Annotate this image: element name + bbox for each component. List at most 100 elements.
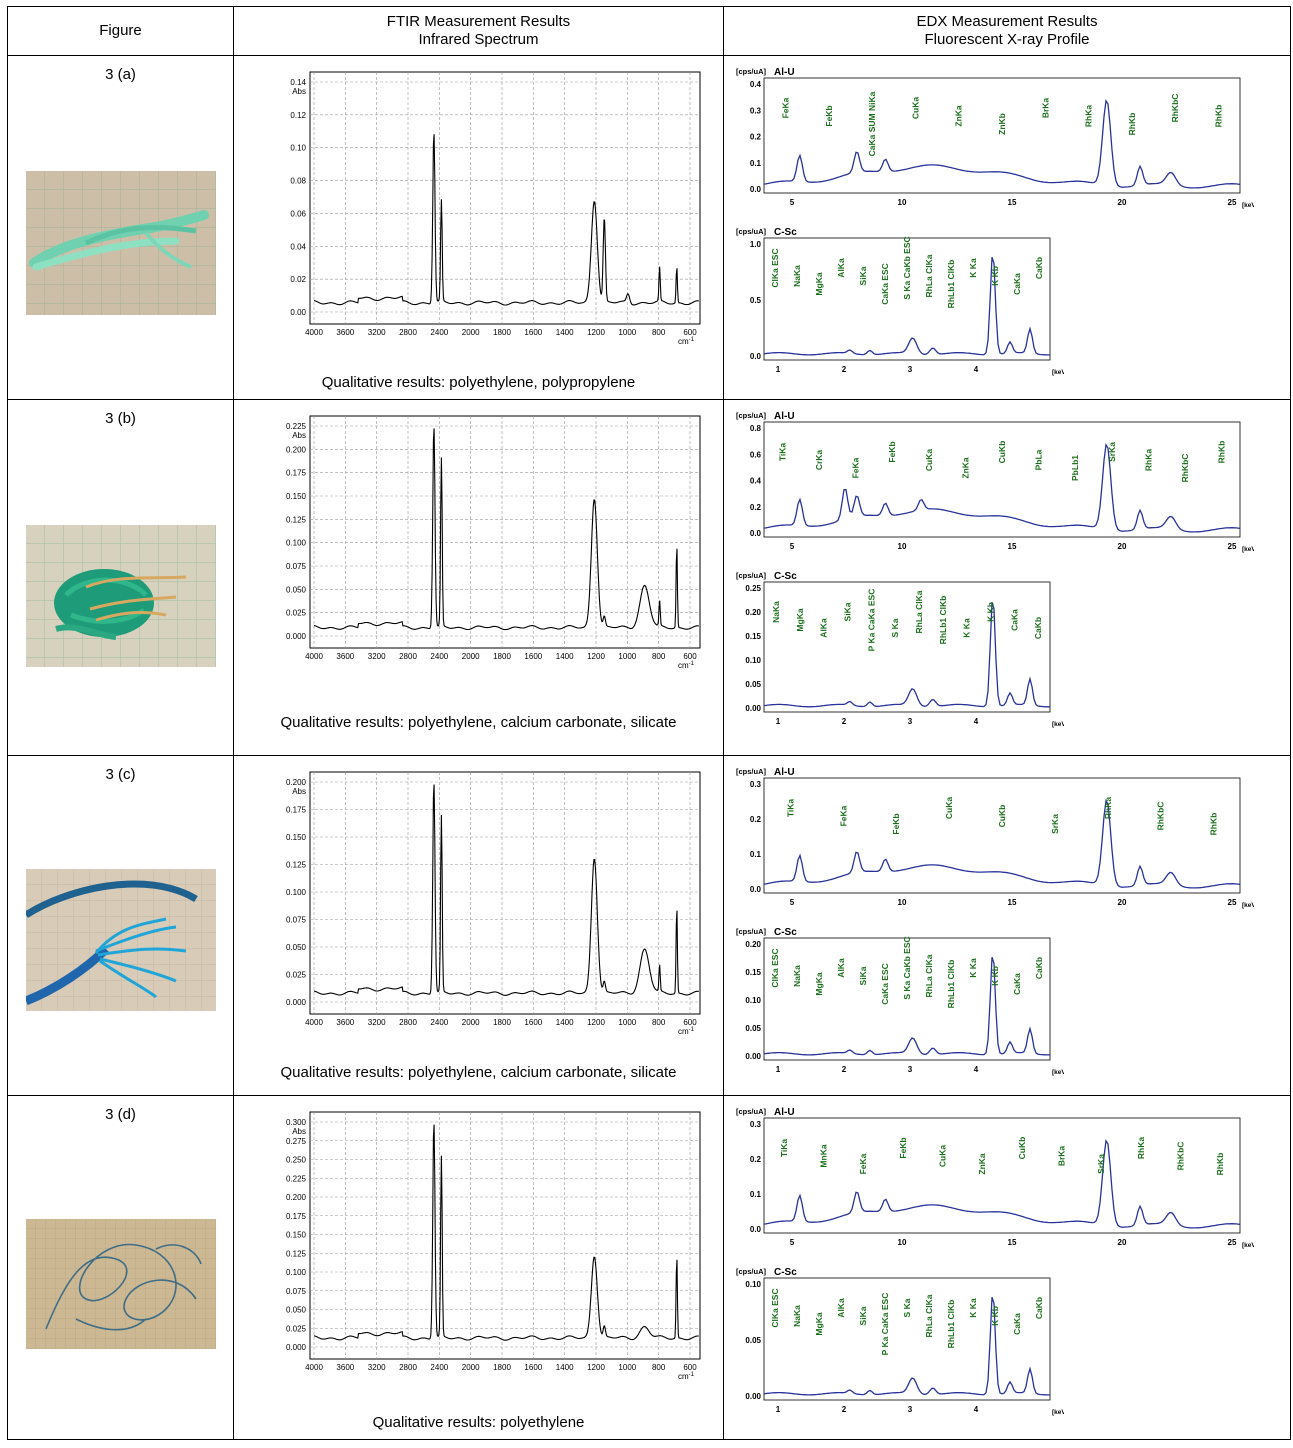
edx-peak-label: NaKa xyxy=(792,265,802,287)
ftir-x-tick: 800 xyxy=(652,652,666,661)
header-edx-line2: Fluorescent X-ray Profile xyxy=(924,31,1090,48)
edx-y-tick: 0.15 xyxy=(745,632,761,641)
edx-spectrum-line xyxy=(763,602,1050,708)
edx-plot-area xyxy=(763,237,1051,361)
ftir-x-tick: 600 xyxy=(683,1018,697,1027)
ftir-x-tick: 1400 xyxy=(556,1363,574,1372)
edx-y-tick: 0.4 xyxy=(750,80,762,89)
edx-peak-label: FeKa xyxy=(858,1153,868,1174)
qualitative-result: Qualitative results: polyethylene, polyp… xyxy=(321,374,636,391)
edx-x-tick: 10 xyxy=(898,542,907,551)
ftir-x-tick: 2000 xyxy=(462,328,480,337)
ftir-x-tick: 3200 xyxy=(368,1018,386,1027)
ftir-y-tick: 0.10 xyxy=(290,144,306,153)
edx-x-tick: 20 xyxy=(1118,542,1127,551)
ftir-x-tick: 800 xyxy=(652,1018,666,1027)
result-row: 3 (a) 4000 3600 3200 2800 2400 2000 1800 1600 14… xyxy=(7,55,1291,400)
edx-peak-label: CaKa xyxy=(1012,973,1022,995)
edx-peak-label: CuKa xyxy=(924,449,934,471)
ftir-x-tick: 3600 xyxy=(336,328,354,337)
edx-title: Al-U xyxy=(774,411,795,422)
edx-x-tick: 1 xyxy=(776,717,781,726)
ftir-spectrum-chart: 4000 3600 3200 2800 2400 2000 1800 1600 1400 1200… xyxy=(286,1111,701,1381)
ftir-y-tick: 0.250 xyxy=(286,1156,307,1165)
ftir-x-tick: 3600 xyxy=(336,1363,354,1372)
ftir-y-tick: 0.200 xyxy=(286,1193,307,1202)
ftir-y-tick: 0.175 xyxy=(286,469,307,478)
edx-peak-label: CaKa ESC xyxy=(880,263,890,305)
edx-x-tick: 20 xyxy=(1118,1238,1127,1247)
edx-plot-area xyxy=(763,777,1241,894)
ftir-y-tick: 0.025 xyxy=(286,609,307,618)
edx-peak-label: PbLb1 xyxy=(1070,455,1080,481)
blue-line-photo xyxy=(26,1219,216,1349)
ftir-x-tick: 4000 xyxy=(305,1363,323,1372)
edx-y-tick: 0.10 xyxy=(745,656,761,665)
edx-peak-label: SiKa xyxy=(842,602,852,621)
edx-x-tick: 5 xyxy=(790,898,795,907)
edx-peak-label: BrKa xyxy=(1057,1146,1067,1167)
ftir-x-unit: cm-1 xyxy=(678,337,695,346)
edx-x-tick: 5 xyxy=(790,542,795,551)
edx-y-tick: 0.05 xyxy=(745,1336,761,1345)
edx-cell: [cps/uA] Al-U 0.0 0.1 0.2 0.3 5 10 15 20 25 [keV] Ti… xyxy=(723,1095,1291,1440)
ftir-x-tick: 1600 xyxy=(524,1018,542,1027)
ftir-plot-area xyxy=(309,415,701,649)
edx-peak-label: CaKa xyxy=(1012,273,1022,295)
ftir-x-tick: 600 xyxy=(683,328,697,337)
ftir-cell: 4000 3600 3200 2800 2400 2000 1800 1600 1400 1200… xyxy=(233,755,724,1096)
edx-cell: [cps/uA] Al-U 0.0 0.1 0.2 0.3 0.4 5 10 15 20 25 [keV… xyxy=(723,55,1291,400)
edx-spectrum-line xyxy=(763,99,1241,189)
edx-peak-label: K Ka xyxy=(962,618,972,638)
edx-peak-label: ClKa ESC xyxy=(770,948,780,987)
edx-unit-label: [cps/uA] xyxy=(736,767,767,776)
edx-y-tick: 0.2 xyxy=(750,1155,762,1164)
ftir-y-tick: 0.00 xyxy=(290,308,306,317)
ftir-x-tick: 600 xyxy=(683,652,697,661)
edx-x-tick: 2 xyxy=(842,717,847,726)
edx-x-tick: 3 xyxy=(908,1405,913,1414)
edx-y-tick: 0.2 xyxy=(750,503,762,512)
edx-x-tick: 3 xyxy=(908,717,913,726)
ftir-spectrum-chart: 4000 3600 3200 2800 2400 2000 1800 1600 1400 1200… xyxy=(286,771,701,1036)
edx-title: Al-U xyxy=(774,67,795,78)
edx-plot-area xyxy=(763,1117,1241,1234)
edx-peak-label: K Ka xyxy=(968,958,978,978)
edx-y-tick: 0.0 xyxy=(750,352,762,361)
edx-peak-label: K Kb xyxy=(985,602,995,622)
ftir-y-tick: 0.08 xyxy=(290,177,306,186)
edx-spectrum-line xyxy=(763,1297,1050,1396)
results-table: Figure FTIR Measurement Results Infrared… xyxy=(7,6,1291,1440)
blue-threads-photo xyxy=(24,869,216,1011)
ftir-x-tick: 2800 xyxy=(399,652,417,661)
result-row: 3 (d) 4000 3600 3200 2800 2400 2000 1800 1600 14… xyxy=(7,1095,1291,1440)
edx-peak-label: RhKbC xyxy=(1156,802,1166,831)
edx-peak-label: CaKa SUM NiKa xyxy=(867,91,877,156)
edx-peak-label: TiKa xyxy=(785,799,795,818)
ftir-spectrum-line xyxy=(313,1124,699,1341)
ftir-cell: 4000 3600 3200 2800 2400 2000 1800 1600 1400 1200… xyxy=(233,399,724,756)
edx-y-tick: 0.05 xyxy=(745,1024,761,1033)
ftir-y-tick: 0.02 xyxy=(290,275,306,284)
edx-peak-label: P Ka CaKa ESC xyxy=(866,589,876,652)
ftir-x-unit: cm-1 xyxy=(678,661,695,670)
edx-kev-label: [keV] xyxy=(1052,1409,1064,1416)
ftir-x-tick: 2400 xyxy=(430,652,448,661)
header-figure: Figure xyxy=(7,6,234,56)
edx-title: Al-U xyxy=(774,1107,795,1118)
edx-y-tick: 0.1 xyxy=(750,850,762,859)
ftir-y-tick: 0.075 xyxy=(286,1287,307,1296)
edx-peak-label: CaKb xyxy=(1034,257,1044,279)
edx-x-tick: 4 xyxy=(974,717,979,726)
edx-y-tick: 0.6 xyxy=(750,450,762,459)
edx-peak-label: K Kb xyxy=(990,266,1000,286)
edx-y-tick: 1.0 xyxy=(750,240,762,249)
edx-peak-label: S Ka CaKb ESC xyxy=(902,236,912,299)
edx-unit-label: [cps/uA] xyxy=(736,1267,767,1276)
edx-peak-label: ZnKa xyxy=(954,105,964,127)
edx-y-tick: 0.10 xyxy=(745,1280,761,1289)
edx-peak-label: FeKa xyxy=(781,97,791,118)
edx-profile-c-sc-chart: [cps/uA] C-Sc 0.00 0.05 0.10 0.15 0.20 1 2 3 4 [keV… xyxy=(736,927,1064,1076)
ftir-y-tick: 0.200 xyxy=(286,445,307,454)
edx-unit-label: [cps/uA] xyxy=(736,411,767,420)
